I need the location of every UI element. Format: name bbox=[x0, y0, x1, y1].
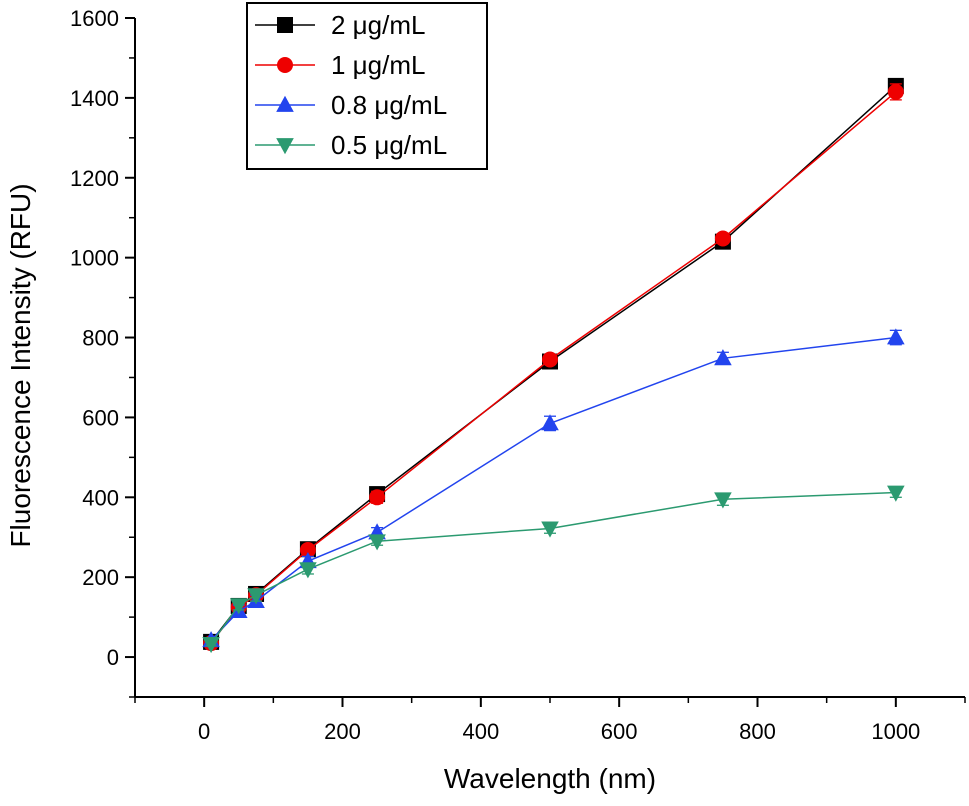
data-point bbox=[299, 542, 316, 559]
legend-label: 2 μg/mL bbox=[331, 10, 425, 40]
axes: 0 200 400 600 800 1000 0 200 400 600 800 1000 1200 14… bbox=[70, 6, 966, 744]
data-point bbox=[202, 636, 220, 654]
legend-marker bbox=[276, 95, 294, 112]
data-point bbox=[887, 83, 904, 100]
x-tick-label: 1000 bbox=[871, 719, 920, 744]
series-3 bbox=[202, 328, 905, 648]
data-point bbox=[369, 489, 386, 506]
x-axis-label: Wavelength (nm) bbox=[444, 763, 656, 794]
legend-label: 0.5 μg/mL bbox=[331, 130, 447, 160]
x-tick-label: 400 bbox=[462, 719, 499, 744]
x-tick-label: 200 bbox=[324, 719, 361, 744]
y-tick-label: 0 bbox=[107, 645, 119, 670]
x-tick-label: 600 bbox=[601, 719, 638, 744]
legend-label: 0.8 μg/mL bbox=[331, 90, 447, 120]
data-point bbox=[299, 562, 317, 579]
plot-area bbox=[202, 77, 905, 654]
data-point bbox=[714, 230, 731, 247]
data-point bbox=[368, 534, 386, 551]
y-tick-label: 1000 bbox=[70, 246, 119, 271]
data-point bbox=[887, 485, 905, 502]
series-line bbox=[210, 491, 896, 645]
x-tick-label: 0 bbox=[198, 719, 210, 744]
data-point bbox=[229, 598, 248, 615]
data-point bbox=[541, 521, 559, 538]
y-axis-label: Fluorescence Intensity (RFU) bbox=[5, 183, 36, 547]
y-tick-label: 600 bbox=[82, 405, 119, 430]
y-tick-label: 1400 bbox=[70, 86, 119, 111]
legend: 2 μg/mL 1 μg/mL 0.8 μg/mL 0.5 μg/mL bbox=[246, 2, 488, 170]
data-point bbox=[887, 328, 905, 345]
x-tick-label: 800 bbox=[739, 719, 776, 744]
data-point bbox=[714, 492, 732, 509]
y-tick-label: 1200 bbox=[70, 166, 119, 191]
data-point bbox=[714, 349, 732, 366]
data-point bbox=[247, 588, 265, 605]
legend-marker bbox=[277, 57, 293, 73]
y-tick-label: 800 bbox=[82, 326, 119, 351]
y-tick-label: 1600 bbox=[70, 6, 119, 31]
data-point bbox=[542, 351, 558, 368]
legend-marker bbox=[277, 17, 293, 33]
series-4 bbox=[202, 485, 905, 654]
legend-label: 1 μg/mL bbox=[331, 50, 425, 80]
data-point bbox=[541, 414, 559, 431]
legend-marker bbox=[276, 138, 294, 155]
y-tick-label: 200 bbox=[82, 565, 119, 590]
y-tick-label: 400 bbox=[82, 485, 119, 510]
series-line bbox=[210, 336, 896, 641]
